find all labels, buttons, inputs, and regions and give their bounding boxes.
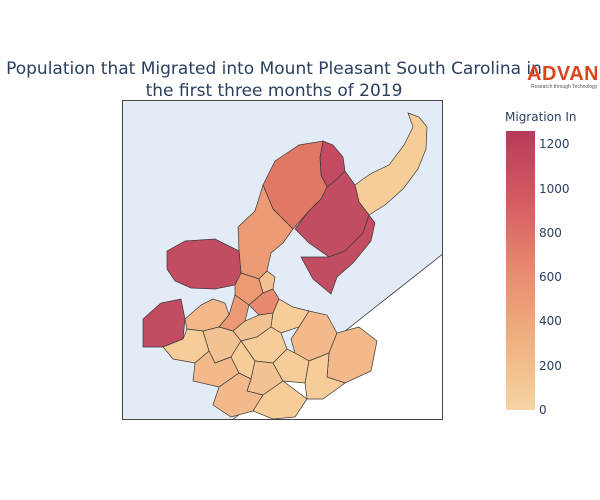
advan-logo-wordmark: ADVAN <box>527 63 597 85</box>
colorbar-tick-label: 1000 <box>539 181 570 196</box>
zip-region-southwest[interactable] <box>142 298 186 348</box>
chart-title-line-1: Population that Migrated into Mount Plea… <box>6 59 542 79</box>
colorbar-title: Migration In <box>505 110 577 124</box>
colorbar-tick-label: 400 <box>539 314 562 329</box>
map-canvas[interactable] <box>123 101 443 420</box>
advan-logo: ADVAN Research through Technology <box>527 63 597 93</box>
chart-title: Population that Migrated into Mount Plea… <box>0 58 548 102</box>
colorbar-tick-label: 200 <box>539 358 562 373</box>
choropleth-map[interactable] <box>122 100 443 420</box>
zip-region-se-peninsula[interactable] <box>300 214 376 295</box>
zip-region-west[interactable] <box>166 238 242 290</box>
chart-title-line-2: the first three months of 2019 <box>145 81 403 101</box>
zip-region-south-n[interactable] <box>304 352 346 400</box>
zip-region-south-p[interactable] <box>252 380 308 419</box>
colorbar-tick-label: 0 <box>539 403 547 417</box>
colorbar-tick-label: 800 <box>539 225 562 240</box>
colorbar-tick-label: 1200 <box>539 137 570 152</box>
colorbar-gradient <box>506 131 535 410</box>
advan-logo-tagline: Research through Technology <box>531 84 597 90</box>
colorbar-tick-label: 600 <box>539 270 562 285</box>
